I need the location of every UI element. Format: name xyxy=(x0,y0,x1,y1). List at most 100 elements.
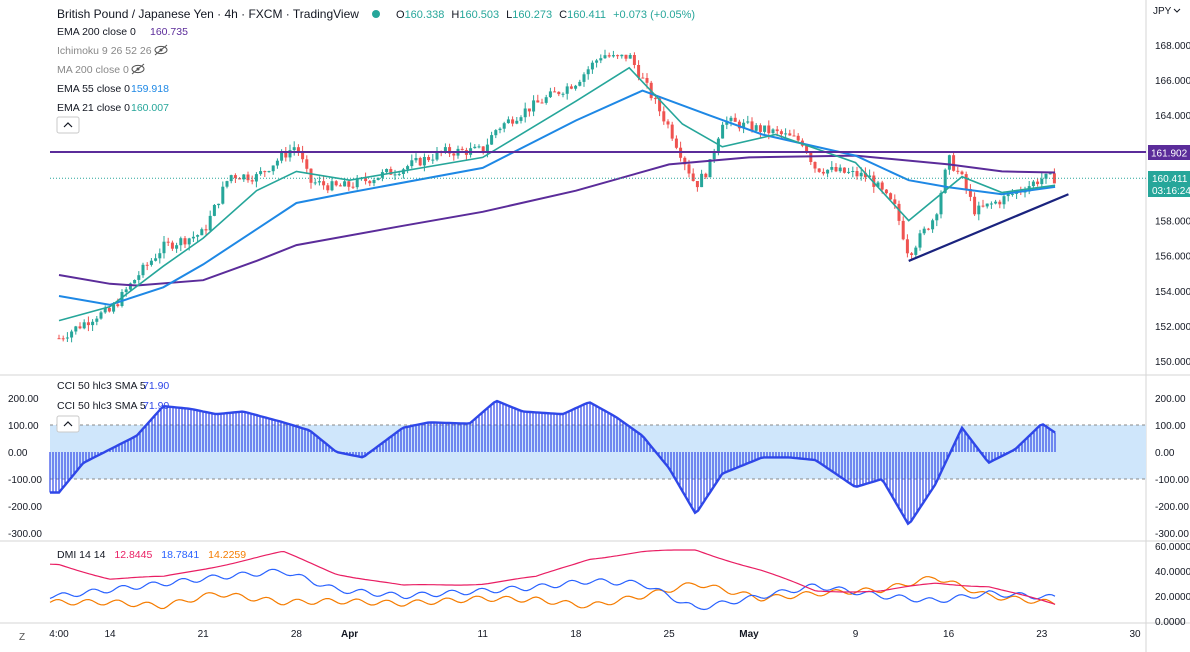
candle xyxy=(540,98,544,104)
candle xyxy=(691,168,695,182)
change-value: +0.073 (+0.05%) xyxy=(613,9,695,21)
candle xyxy=(217,203,221,209)
ohlc-readout: O160.338 H160.503 L160.273 C160.411 +0.0… xyxy=(396,9,695,21)
candle xyxy=(817,168,821,173)
chevron-down-icon[interactable] xyxy=(1173,8,1181,13)
candle xyxy=(490,131,494,145)
candle xyxy=(460,146,464,151)
candle xyxy=(884,189,888,195)
candle xyxy=(922,226,926,236)
dmi-tick-label: 60.0000 xyxy=(1155,542,1190,553)
candle xyxy=(175,242,179,253)
candle xyxy=(372,177,376,187)
cci-left-tick-label: 200.00 xyxy=(8,394,39,405)
cci-legend[interactable]: CCI 50 hlc3 SMA 5 71.90 CCI 50 hlc3 SMA … xyxy=(56,380,169,433)
candle xyxy=(376,177,380,181)
candle xyxy=(284,147,288,162)
candle xyxy=(179,236,183,252)
candle xyxy=(511,116,515,127)
ema21-legend-label[interactable]: EMA 21 close 0 xyxy=(57,102,130,114)
dmi-legend-label: DMI 14 14 xyxy=(57,549,106,561)
time-tick-label: Apr xyxy=(341,629,358,640)
ema200-legend-label[interactable]: EMA 200 close 0 xyxy=(57,26,136,38)
candle xyxy=(473,144,477,149)
dmi-tick-label: 0.0000 xyxy=(1155,617,1186,628)
indicator-legend[interactable]: EMA 200 close 0 160.735 Ichimoku 9 26 52… xyxy=(56,26,188,134)
candle xyxy=(422,153,426,172)
candle xyxy=(498,127,502,134)
cci-legend-label[interactable]: CCI 50 hlc3 SMA 5 xyxy=(57,380,146,392)
candle xyxy=(809,151,813,165)
cci-left-tick-label: 100.00 xyxy=(8,421,39,432)
candle xyxy=(674,135,678,150)
candle xyxy=(582,72,586,87)
support-trendline[interactable] xyxy=(908,193,1069,262)
eye-off-icon[interactable] xyxy=(131,63,145,75)
candle xyxy=(74,325,78,335)
dmi-legend[interactable]: DMI 14 14 12.8445 18.7841 14.2259 xyxy=(57,549,246,561)
candle xyxy=(662,106,666,125)
candle xyxy=(952,152,956,172)
candle xyxy=(607,52,611,58)
cci-tick-label: -200.00 xyxy=(1155,502,1189,513)
price-axis[interactable]: 150.000152.000154.000156.000158.000160.0… xyxy=(1155,41,1190,368)
candle xyxy=(317,176,321,186)
candle xyxy=(1040,173,1044,189)
candle xyxy=(670,121,674,141)
candle xyxy=(620,54,624,59)
cci-axis[interactable]: -300.00 -300.00 -200.00 -200.00 -100.00 -100.… xyxy=(8,394,1189,540)
bar-countdown-text: 03:16:24 xyxy=(1152,186,1190,197)
ma200-legend-label[interactable]: MA 200 close 0 xyxy=(57,64,129,76)
candle xyxy=(746,115,750,125)
candle xyxy=(162,236,166,259)
candle xyxy=(334,180,338,187)
candle xyxy=(695,181,699,192)
cci-tick-label: 0.00 xyxy=(1155,448,1175,459)
cci-legend-label[interactable]: CCI 50 hlc3 SMA 5 xyxy=(57,400,146,412)
candle xyxy=(141,262,145,278)
candle xyxy=(128,282,132,291)
cci-histogram xyxy=(49,401,1056,524)
candle xyxy=(599,54,603,64)
candle xyxy=(431,154,435,164)
candle xyxy=(330,177,334,192)
collapse-legend-button[interactable] xyxy=(56,116,80,134)
market-open-dot xyxy=(372,10,380,18)
close-label: C xyxy=(559,9,567,21)
adx-line xyxy=(49,549,1056,605)
cci-left-tick-label: 0.00 xyxy=(8,448,28,459)
ichimoku-legend-label[interactable]: Ichimoku 9 26 52 26 xyxy=(57,45,152,57)
dmi-minus-legend-value: 14.2259 xyxy=(208,549,246,561)
price-tick-label: 158.000 xyxy=(1155,217,1190,228)
candle xyxy=(313,178,317,186)
candle xyxy=(212,204,216,217)
time-tick-label: 21 xyxy=(198,629,210,640)
candle xyxy=(611,50,615,58)
collapse-cci-legend-button[interactable] xyxy=(56,415,80,433)
ema55-legend-label[interactable]: EMA 55 close 0 xyxy=(57,83,130,95)
eye-off-icon[interactable] xyxy=(154,44,168,56)
candle xyxy=(821,168,825,176)
candle xyxy=(133,279,137,284)
candle xyxy=(158,248,162,264)
candlesticks xyxy=(57,49,1056,343)
candle xyxy=(242,174,246,182)
candle xyxy=(868,169,872,178)
dmi-tick-label: 20.0000 xyxy=(1155,592,1190,603)
candle xyxy=(469,142,473,158)
time-axis[interactable]: 4:00 14 21 28 Apr 11 18 25 May 9 16 23 30 xyxy=(49,629,1141,640)
candle xyxy=(792,129,796,137)
candle xyxy=(418,156,422,167)
cci-tick-label: 200.00 xyxy=(1155,394,1186,405)
candle xyxy=(1052,168,1056,184)
timezone-button[interactable]: Z xyxy=(19,632,25,643)
dmi-axis[interactable]: 0.0000 20.0000 40.0000 60.0000 xyxy=(1155,542,1190,628)
time-tick-label: 14 xyxy=(104,629,116,640)
candle xyxy=(758,123,762,138)
candle xyxy=(616,54,620,59)
time-tick-label: 4:00 xyxy=(49,629,69,640)
candle xyxy=(99,310,103,320)
candle xyxy=(95,316,99,326)
symbol-title[interactable]: British Pound / Japanese Yen · 4h · FXCM… xyxy=(57,7,359,21)
